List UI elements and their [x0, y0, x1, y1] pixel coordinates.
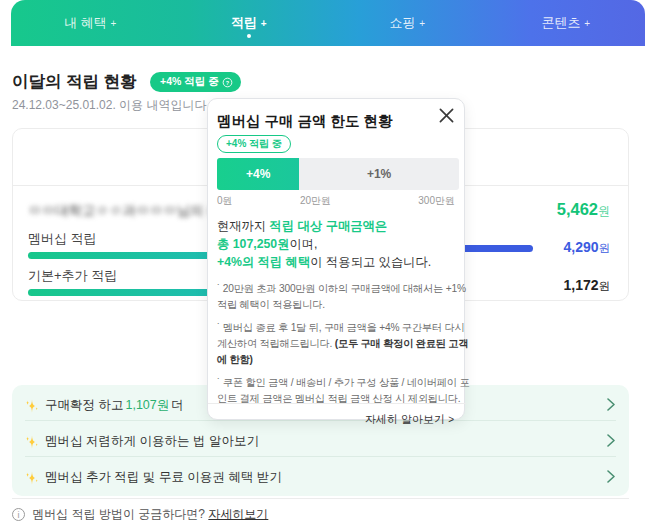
svg-text:?: ?	[225, 79, 229, 85]
